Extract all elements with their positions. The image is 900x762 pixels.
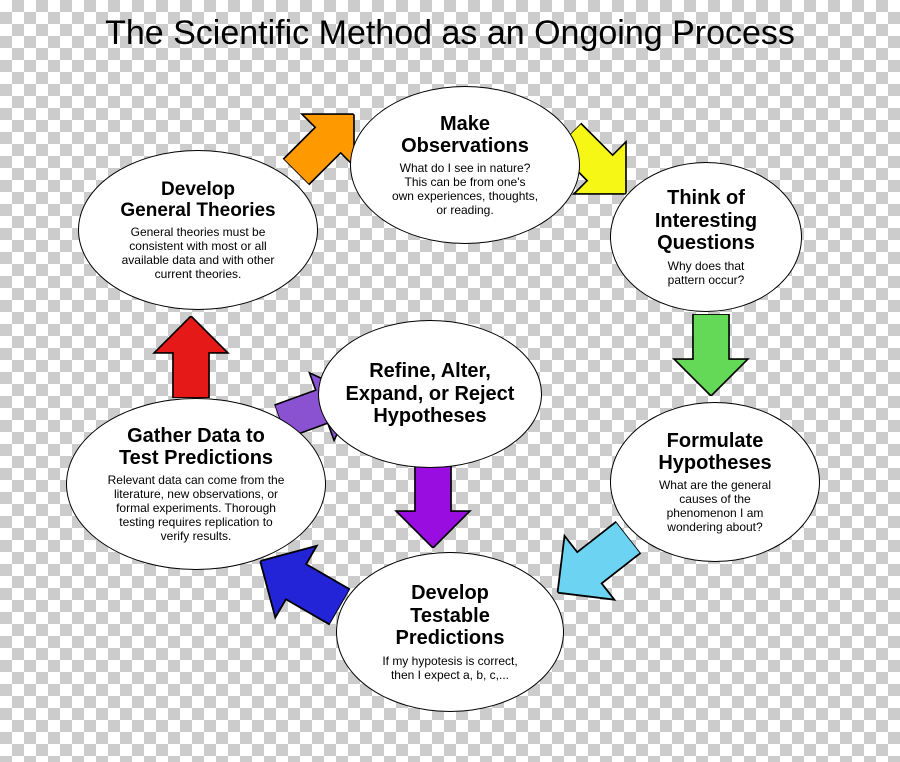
node-heading: DevelopTestablePredictions xyxy=(396,582,505,649)
node-develop-predictions: DevelopTestablePredictions If my hypotesi… xyxy=(336,552,564,712)
node-heading: Think ofInterestingQuestions xyxy=(655,187,757,254)
node-desc: Relevant data can come from theliteratur… xyxy=(108,473,285,543)
node-desc: General theories must beconsistent with … xyxy=(122,225,275,281)
node-think-questions: Think ofInterestingQuestions Why does tha… xyxy=(610,162,802,312)
node-refine-hypotheses: Refine, Alter,Expand, or RejectHypothese… xyxy=(318,320,542,468)
node-desc: Why does thatpattern occur? xyxy=(668,259,745,287)
node-gather-data: Gather Data toTest PredictionsRelevant d… xyxy=(66,398,326,570)
node-heading: Refine, Alter,Expand, or RejectHypothese… xyxy=(346,360,515,427)
node-heading: Gather Data toTest Predictions xyxy=(119,425,273,470)
node-formulate-hypotheses: FormulateHypothesesWhat are the generalc… xyxy=(610,402,820,562)
node-heading: MakeObservations xyxy=(401,113,529,158)
node-make-observations: MakeObservationsWhat do I see in nature?… xyxy=(350,86,580,244)
node-heading: DevelopGeneral Theories xyxy=(120,179,275,222)
arrow-red xyxy=(150,316,232,398)
node-desc: What do I see in nature?This can be from… xyxy=(392,161,538,217)
node-heading: FormulateHypotheses xyxy=(658,430,771,475)
node-desc: What are the generalcauses of thephenome… xyxy=(659,478,771,534)
arrow-green xyxy=(670,314,752,396)
node-develop-theories: DevelopGeneral TheoriesGeneral theories … xyxy=(78,150,318,310)
node-desc: If my hypotesis is correct,then I expect… xyxy=(382,654,517,682)
arrow-purple xyxy=(392,466,474,548)
diagram-title: The Scientific Method as an Ongoing Proc… xyxy=(0,14,900,53)
